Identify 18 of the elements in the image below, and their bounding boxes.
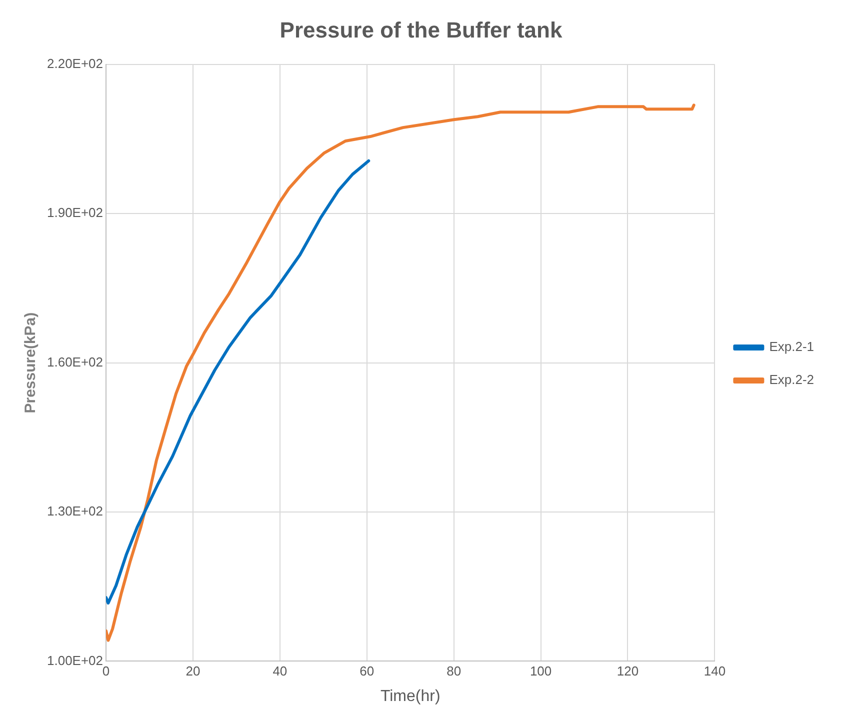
x-tick-label: 80	[446, 664, 462, 679]
x-tick-label: 140	[704, 664, 726, 679]
x-axis-title: Time(hr)	[380, 688, 440, 705]
y-tick-label: 1.60E+02	[46, 354, 104, 370]
x-tick-label: 120	[616, 664, 639, 679]
x-tick-label: 20	[186, 664, 200, 679]
x-tick-label: 40	[272, 664, 288, 679]
x-tick-label: 100	[530, 664, 552, 679]
y-tick-label: 1.30E+02	[46, 504, 104, 519]
y-tick-label: 1.00E+02	[46, 652, 104, 668]
x-tick-label: 0	[102, 664, 110, 679]
x-tick-label: 60	[360, 664, 374, 679]
y-tick-label: 1.90E+02	[46, 205, 104, 220]
y-axis-title: Pressure(kPa)	[22, 312, 40, 414]
legend-label: Exp.2-2	[769, 372, 814, 388]
y-tick-label: 2.20E+02	[46, 56, 104, 71]
chart-title: Pressure of the Buffer tank	[280, 17, 563, 42]
legend-label: Exp.2-1	[769, 339, 814, 354]
